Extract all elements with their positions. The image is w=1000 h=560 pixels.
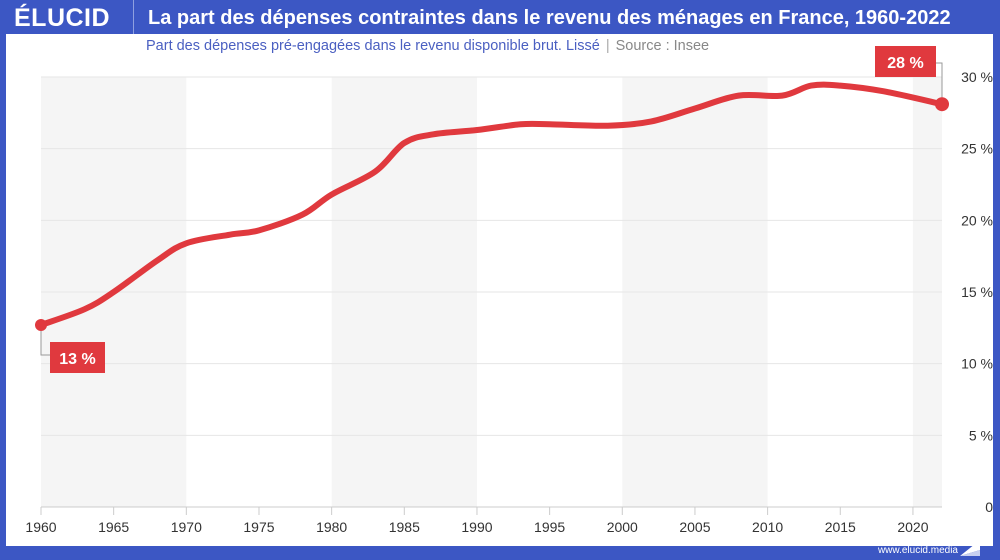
x-tick-label: 1980	[316, 519, 347, 535]
x-tick-label: 2020	[897, 519, 928, 535]
x-tick-label: 2005	[679, 519, 710, 535]
header: ÉLUCID La part des dépenses contraintes …	[0, 0, 1000, 38]
annotation-leader	[936, 62, 943, 105]
y-tick-label: 10 %	[961, 356, 993, 372]
chart-title: La part des dépenses contraintes dans le…	[148, 7, 951, 29]
x-tick-label: 1990	[461, 519, 492, 535]
x-tick-label: 1970	[171, 519, 202, 535]
annotation-leader	[40, 324, 50, 356]
elucid-mark-icon	[960, 540, 980, 556]
y-tick-label: 0	[985, 499, 993, 515]
annotation-box	[875, 46, 936, 77]
x-tick-label: 2010	[752, 519, 783, 535]
logo-divider	[133, 0, 134, 38]
annotation-label: 13 %	[59, 351, 95, 368]
data-point-start	[35, 318, 47, 331]
annotation-box	[50, 342, 105, 373]
x-tick-label: 1975	[243, 519, 274, 535]
elucid-logo: ÉLUCID	[14, 4, 111, 32]
x-tick-label: 1965	[98, 519, 129, 535]
footer-url[interactable]: www.elucid.media	[877, 545, 958, 556]
chart-subtitle: Part des dépenses pré-engagées dans le r…	[146, 38, 709, 54]
source-text: Source : Insee	[615, 38, 710, 54]
data-line	[38, 81, 945, 328]
subtitle-text: Part des dépenses pré-engagées dans le r…	[146, 38, 600, 54]
x-tick-label: 2000	[607, 519, 638, 535]
annotation-label: 28 %	[887, 55, 923, 72]
subtitle-separator: |	[605, 38, 610, 54]
x-tick-label: 1995	[534, 519, 565, 535]
y-tick-label: 15 %	[961, 284, 993, 300]
x-tick-label: 1985	[389, 519, 420, 535]
y-tick-label: 5 %	[969, 427, 993, 443]
x-tick-label: 1960	[25, 519, 56, 535]
y-tick-label: 30 %	[961, 69, 993, 85]
x-tick-label: 2015	[825, 519, 856, 535]
y-tick-label: 25 %	[961, 141, 993, 157]
data-point-end	[935, 97, 949, 112]
y-tick-label: 20 %	[961, 212, 993, 228]
